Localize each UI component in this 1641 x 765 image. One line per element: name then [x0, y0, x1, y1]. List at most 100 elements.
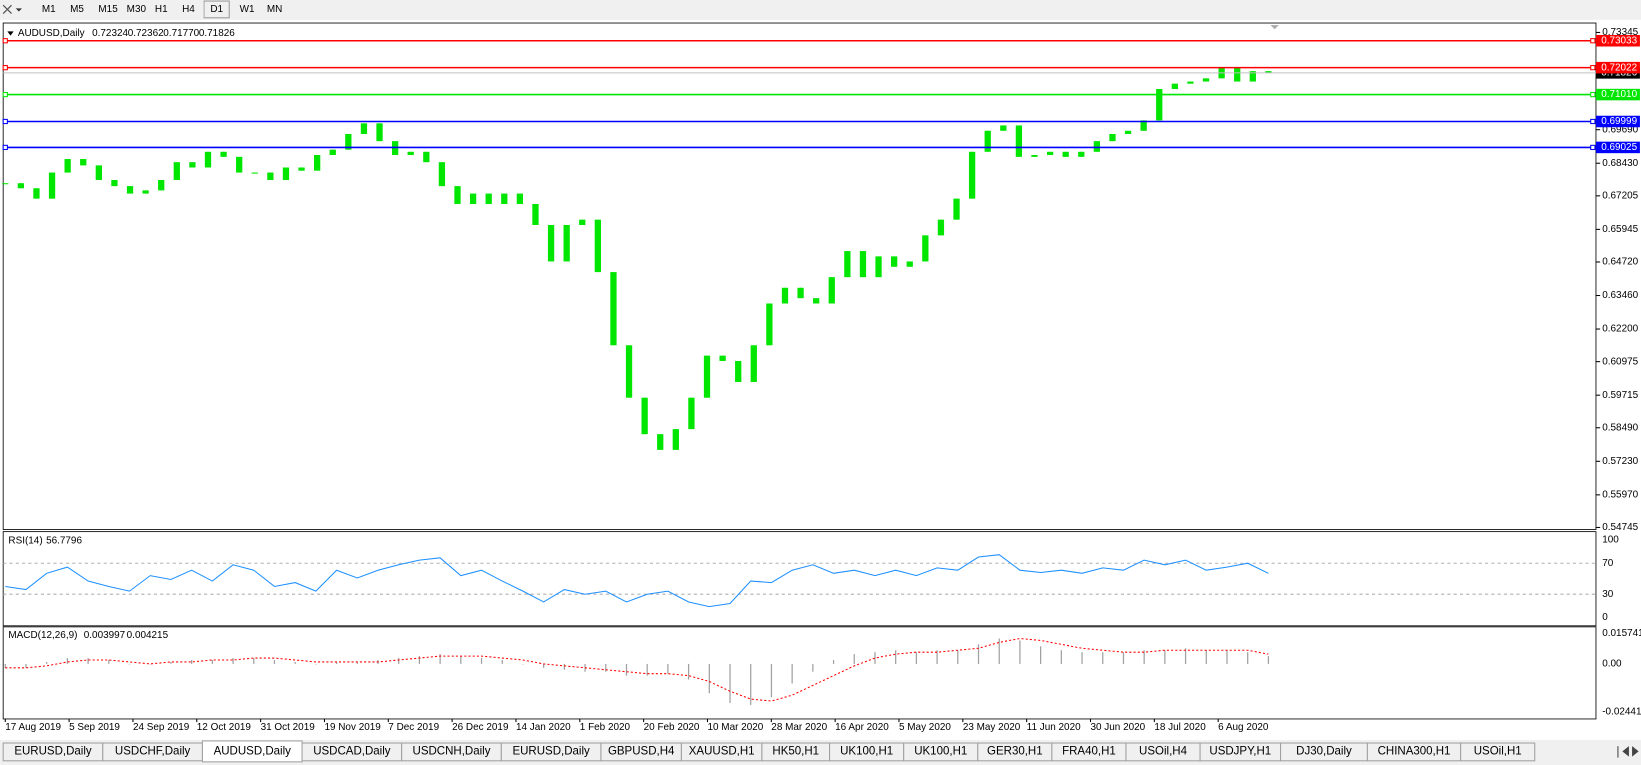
shift-marker	[1270, 25, 1279, 30]
tab-scroll[interactable]	[1617, 746, 1639, 758]
tab-label[interactable]: GBPUSD,H4	[608, 745, 675, 757]
candle-body	[80, 158, 87, 166]
tab-label[interactable]: UK100,H1	[840, 745, 893, 757]
candle-body	[345, 133, 352, 150]
y-tick-label: 0	[1602, 612, 1608, 623]
candle-body	[1187, 81, 1194, 84]
candle-body	[891, 256, 898, 267]
tab-label[interactable]: USDCAD,Daily	[313, 745, 391, 757]
timeframe-label[interactable]: W1	[240, 4, 255, 15]
y-tick-label: 0.59715	[1602, 390, 1638, 401]
tab-label[interactable]: DJ30,Daily	[1296, 745, 1352, 757]
tab-label[interactable]: XAUUSD,H1	[689, 745, 755, 757]
timeframe-label[interactable]: H1	[155, 4, 168, 15]
chart-title: AUDUSD,Daily	[18, 28, 85, 39]
timeframe-label[interactable]: M15	[98, 4, 118, 15]
candle-body	[828, 277, 835, 304]
timeframe-button[interactable]	[120, 1, 146, 18]
tool-icon[interactable]	[2, 4, 12, 15]
candle-body	[17, 183, 25, 189]
candle-body	[501, 193, 508, 204]
y-tick-label: 0.73345	[1602, 27, 1638, 38]
tab-label[interactable]: USDCNH,Daily	[413, 745, 491, 757]
y-tick-label: 0.62200	[1602, 324, 1638, 335]
header-arrow[interactable]	[7, 31, 14, 36]
ohlc-value: 0.71770	[163, 28, 199, 39]
candle-body	[298, 167, 305, 171]
timeframe-button[interactable]	[92, 1, 118, 18]
timeframe-button[interactable]	[233, 1, 259, 18]
candle-body	[859, 251, 867, 278]
timeframe-label[interactable]: H4	[182, 4, 195, 15]
candle-body	[1046, 151, 1054, 155]
y-tick-label: 0.69690	[1602, 124, 1638, 135]
candle-body	[906, 261, 913, 267]
timeframe-button[interactable]	[175, 1, 201, 18]
candle-body	[766, 303, 773, 346]
candle-body	[1202, 78, 1210, 82]
level-handle[interactable]	[1590, 65, 1596, 71]
candle-body	[329, 149, 336, 155]
dropdown-arrow[interactable]	[15, 8, 23, 12]
tab[interactable]	[1460, 742, 1536, 762]
candle-body	[797, 287, 804, 299]
macd-panel	[2, 626, 1597, 720]
candle-body	[1031, 154, 1038, 157]
tab-label[interactable]: USDJPY,H1	[1209, 745, 1271, 757]
level-handle[interactable]	[2, 91, 8, 98]
timeframe-label[interactable]: MN	[267, 4, 282, 15]
candle-body	[2, 183, 9, 185]
tab-label[interactable]: USDCHF,Daily	[115, 745, 191, 757]
macd-value: 0.003997	[84, 630, 126, 641]
level-handle[interactable]	[2, 144, 8, 151]
candle-body	[579, 219, 586, 225]
timeframe-label[interactable]: M1	[42, 4, 56, 15]
timeframe-button[interactable]	[148, 1, 174, 18]
level-handle[interactable]	[1590, 38, 1596, 44]
timeframe-button[interactable]	[260, 1, 286, 18]
tab-label[interactable]: CHINA300,H1	[1378, 745, 1451, 757]
candle-body	[438, 162, 446, 187]
x-tick-label: 20 Feb 2020	[644, 722, 700, 733]
level-handle[interactable]	[2, 118, 8, 125]
candle-body	[95, 165, 102, 181]
tab-label[interactable]: UK100,H1	[914, 745, 967, 757]
x-tick-label: 18 Jul 2020	[1154, 722, 1206, 733]
candle-body	[750, 345, 757, 383]
tab-label[interactable]: EURUSD,Daily	[512, 745, 590, 757]
candle-body	[454, 186, 461, 204]
x-tick-label: 5 Sep 2019	[69, 722, 120, 733]
timeframe-label[interactable]: M30	[127, 4, 147, 15]
timeframe-button[interactable]	[35, 1, 61, 18]
timeframe-button[interactable]	[63, 1, 89, 18]
level-handle[interactable]	[1590, 144, 1596, 151]
y-tick-label: 0.57230	[1602, 456, 1638, 467]
candle-body	[236, 156, 243, 173]
tab-label[interactable]: HK50,H1	[772, 745, 819, 757]
candle-body	[1124, 130, 1132, 134]
timeframe-label[interactable]: D1	[210, 4, 223, 15]
level-handle[interactable]	[2, 38, 8, 44]
candle-body	[953, 198, 960, 220]
level-label: 0.72022	[1601, 62, 1637, 73]
candle-body	[875, 256, 882, 278]
tab-label[interactable]: USOil,H4	[1139, 745, 1188, 757]
timeframe-label[interactable]: M5	[70, 4, 84, 15]
x-tick-label: 14 Jan 2020	[516, 722, 571, 733]
level-handle[interactable]	[1590, 118, 1596, 125]
tab-label[interactable]: FRA40,H1	[1062, 745, 1116, 757]
tab-label[interactable]: USOil,H1	[1474, 745, 1522, 757]
active-tab-label[interactable]: AUDUSD,Daily	[214, 745, 292, 757]
y-tick-label: 0.65945	[1602, 224, 1638, 235]
tab-label[interactable]: EURUSD,Daily	[14, 745, 92, 757]
rsi-panel	[2, 531, 1597, 627]
candle-body	[703, 355, 711, 398]
candle-body	[282, 167, 290, 181]
x-tick-label: 12 Oct 2019	[197, 722, 252, 733]
level-handle[interactable]	[2, 65, 8, 71]
y-tick-label: 30	[1602, 589, 1614, 600]
rsi-line	[5, 554, 1269, 608]
level-handle[interactable]	[1590, 91, 1596, 98]
tab-label[interactable]: GER30,H1	[987, 745, 1043, 757]
